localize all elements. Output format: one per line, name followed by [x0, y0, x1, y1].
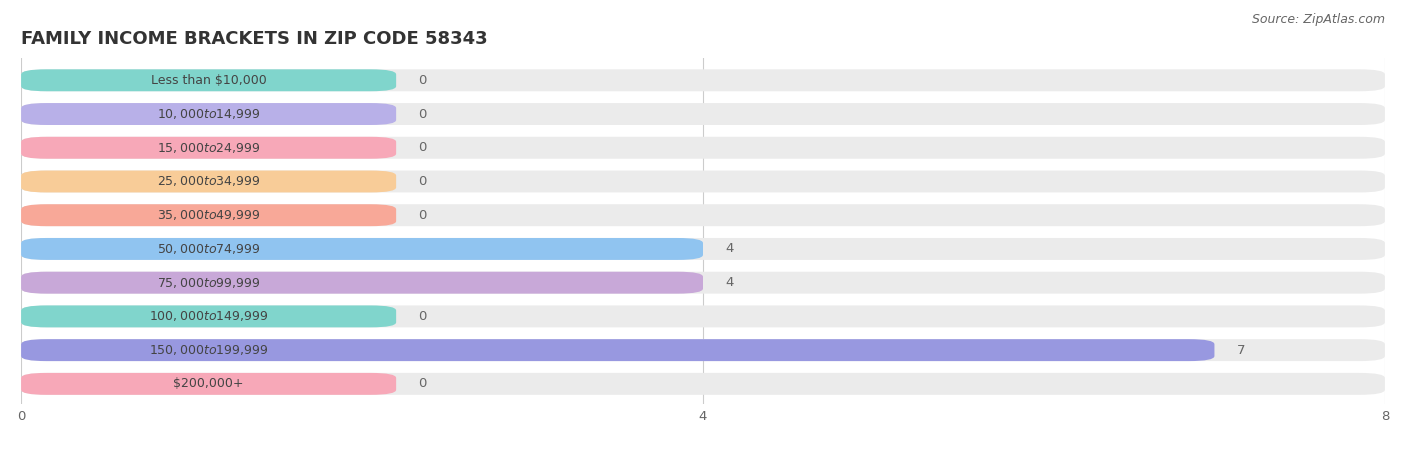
Text: 4: 4	[725, 276, 734, 289]
FancyBboxPatch shape	[21, 373, 1385, 395]
Text: 0: 0	[419, 141, 426, 154]
Text: 0: 0	[419, 74, 426, 87]
FancyBboxPatch shape	[21, 238, 1385, 260]
Text: Source: ZipAtlas.com: Source: ZipAtlas.com	[1251, 13, 1385, 26]
FancyBboxPatch shape	[21, 103, 1385, 125]
FancyBboxPatch shape	[21, 272, 703, 294]
Text: $100,000 to $149,999: $100,000 to $149,999	[149, 309, 269, 323]
FancyBboxPatch shape	[21, 272, 1385, 294]
Text: $150,000 to $199,999: $150,000 to $199,999	[149, 343, 269, 357]
FancyBboxPatch shape	[21, 171, 396, 193]
FancyBboxPatch shape	[21, 69, 1385, 91]
FancyBboxPatch shape	[21, 204, 1385, 226]
FancyBboxPatch shape	[21, 373, 396, 395]
FancyBboxPatch shape	[21, 69, 396, 91]
Text: Less than $10,000: Less than $10,000	[150, 74, 267, 87]
Text: FAMILY INCOME BRACKETS IN ZIP CODE 58343: FAMILY INCOME BRACKETS IN ZIP CODE 58343	[21, 31, 488, 48]
Text: 4: 4	[725, 242, 734, 255]
Text: 0: 0	[419, 209, 426, 222]
Text: $25,000 to $34,999: $25,000 to $34,999	[157, 175, 260, 189]
Text: $200,000+: $200,000+	[173, 377, 243, 390]
Text: $75,000 to $99,999: $75,000 to $99,999	[157, 276, 260, 290]
FancyBboxPatch shape	[21, 305, 396, 327]
FancyBboxPatch shape	[21, 339, 1385, 361]
Text: $35,000 to $49,999: $35,000 to $49,999	[157, 208, 260, 222]
Text: $15,000 to $24,999: $15,000 to $24,999	[157, 141, 260, 155]
FancyBboxPatch shape	[21, 137, 1385, 158]
FancyBboxPatch shape	[21, 238, 703, 260]
FancyBboxPatch shape	[21, 103, 396, 125]
FancyBboxPatch shape	[21, 171, 1385, 193]
Text: 0: 0	[419, 310, 426, 323]
Text: $50,000 to $74,999: $50,000 to $74,999	[157, 242, 260, 256]
Text: 0: 0	[419, 107, 426, 120]
Text: 7: 7	[1237, 343, 1246, 357]
Text: 0: 0	[419, 377, 426, 390]
FancyBboxPatch shape	[21, 339, 1215, 361]
FancyBboxPatch shape	[21, 137, 396, 158]
Text: 0: 0	[419, 175, 426, 188]
FancyBboxPatch shape	[21, 204, 396, 226]
FancyBboxPatch shape	[21, 305, 1385, 327]
Text: $10,000 to $14,999: $10,000 to $14,999	[157, 107, 260, 121]
